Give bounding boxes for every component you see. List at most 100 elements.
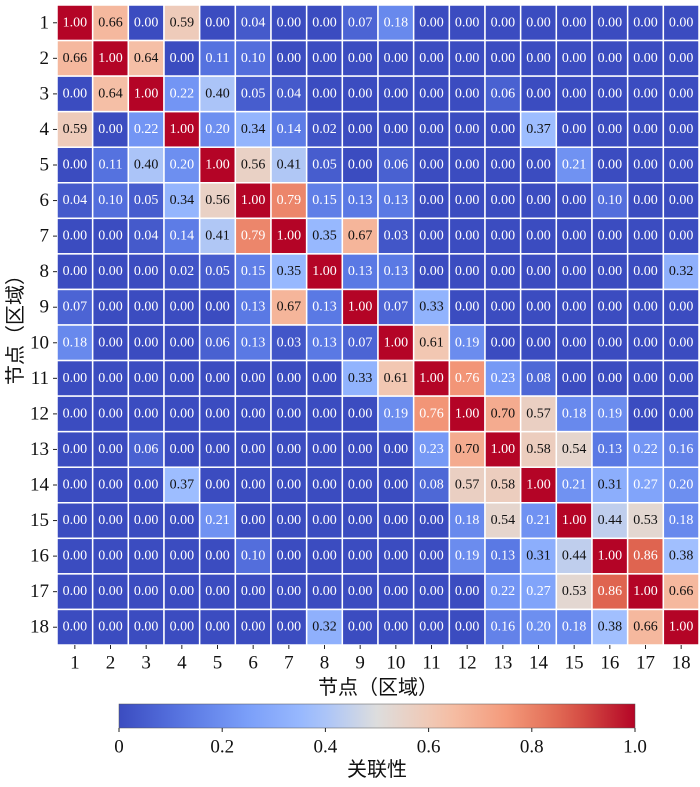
cell-value-label: 0.00 [205,620,230,635]
heatmap-cell [662,75,700,113]
heatmap-cell [127,430,165,468]
cell-value-label: 0.00 [134,300,159,315]
cell-value-label: 0.00 [633,193,658,208]
heatmap-cell [448,75,486,113]
cell-value-label: 0.07 [384,300,409,315]
cell-value-label: 0.00 [170,620,195,635]
heatmap-cell [662,182,700,220]
cell-value-label: 0.66 [63,51,88,66]
cell-value-label: 0.16 [491,620,516,635]
cell-value-label: 0.00 [63,478,88,493]
heatmap-cell [198,537,237,575]
cell-value-label: 0.00 [277,584,302,599]
heatmap-cell [519,537,558,575]
cell-value-label: 0.00 [312,442,337,457]
cell-value-label: 0.00 [526,335,551,350]
heatmap-cell [234,288,272,326]
cell-value-label: 0.00 [562,264,587,279]
cell-value-label: 0.00 [491,122,516,137]
cell-value-label: 0.00 [348,513,373,528]
cell-value-label: 0.00 [419,584,444,599]
heatmap-cell [626,324,665,362]
heatmap-cell [519,395,558,433]
heatmap-cell [377,146,415,184]
heatmap-cell [519,182,558,220]
heatmap-cell [56,288,94,326]
cell-value-label: 0.34 [241,122,266,137]
cell-value-label: 0.00 [98,442,123,457]
cell-value-label: 0.13 [348,193,373,208]
cell-value-label: 0.00 [63,229,88,244]
y-tick-label: 13 [30,439,49,460]
heatmap-cell [377,395,415,433]
cell-value-label: 1.00 [598,549,623,564]
heatmap-cell [127,39,165,77]
heatmap-cell [484,182,522,220]
cell-value-label: 0.00 [348,86,373,101]
x-tick-label: 1 [70,653,80,674]
cell-value-label: 0.00 [205,300,230,315]
cell-value-label: 0.00 [633,371,658,386]
heatmap-cell [341,359,379,397]
cell-value-label: 0.00 [63,549,88,564]
cell-value-label: 0.00 [170,442,195,457]
cell-value-label: 0.00 [562,229,587,244]
cell-value-label: 0.00 [669,51,694,66]
cell-value-label: 0.00 [526,193,551,208]
cell-value-label: 0.08 [419,478,444,493]
cell-value-label: 0.00 [669,406,694,421]
heatmap-cell [555,146,593,184]
x-tick-label: 7 [284,653,294,674]
cell-value-label: 0.00 [170,371,195,386]
heatmap-cell [305,359,344,397]
cell-value-label: 1.00 [348,300,373,315]
cell-value-label: 0.57 [526,406,551,421]
cell-value-label: 0.00 [63,620,88,635]
heatmap-cell [662,430,700,468]
cell-value-label: 0.18 [562,406,587,421]
x-tick-label: 4 [177,653,187,674]
cell-value-label: 1.00 [312,264,337,279]
heatmap-cell [56,75,94,113]
cell-value-label: 0.00 [633,406,658,421]
cell-value-label: 0.37 [170,478,195,493]
cell-value-label: 0.00 [455,86,480,101]
cell-value-label: 1.00 [455,406,480,421]
cell-value-label: 0.58 [526,442,551,457]
cell-value-label: 0.13 [312,335,337,350]
cell-value-label: 0.18 [384,15,409,30]
cell-value-label: 0.00 [98,122,123,137]
heatmap-cell [198,430,237,468]
heatmap-cell [626,146,665,184]
x-tick-label: 13 [493,653,512,674]
cell-value-label: 0.00 [491,300,516,315]
cell-value-label: 0.00 [419,620,444,635]
cell-value-label: 0.00 [526,86,551,101]
cell-value-label: 0.57 [455,478,480,493]
cell-value-label: 0.00 [241,442,266,457]
heatmap-cell [341,502,379,540]
heatmap-cell [270,110,308,148]
cell-value-label: 0.76 [455,371,480,386]
cell-value-label: 1.00 [205,158,230,173]
cell-value-label: 0.61 [384,371,409,386]
cell-value-label: 0.00 [384,620,409,635]
heatmap-cell [448,573,486,611]
cell-value-label: 0.04 [241,15,266,30]
heatmap-cell [305,608,344,646]
cell-value-label: 0.19 [598,406,623,421]
cell-value-label: 0.00 [669,193,694,208]
y-tick-label: 12 [30,403,49,424]
cell-value-label: 0.06 [384,158,409,173]
cell-value-label: 0.21 [562,478,587,493]
cell-value-label: 0.00 [348,549,373,564]
cell-value-label: 0.00 [98,371,123,386]
heatmap-cell [198,288,237,326]
cell-value-label: 0.00 [277,15,302,30]
heatmap-cell [305,395,344,433]
cell-value-label: 0.18 [562,620,587,635]
heatmap-cell [341,395,379,433]
cell-value-label: 0.64 [134,51,159,66]
cell-value-label: 0.35 [312,229,337,244]
